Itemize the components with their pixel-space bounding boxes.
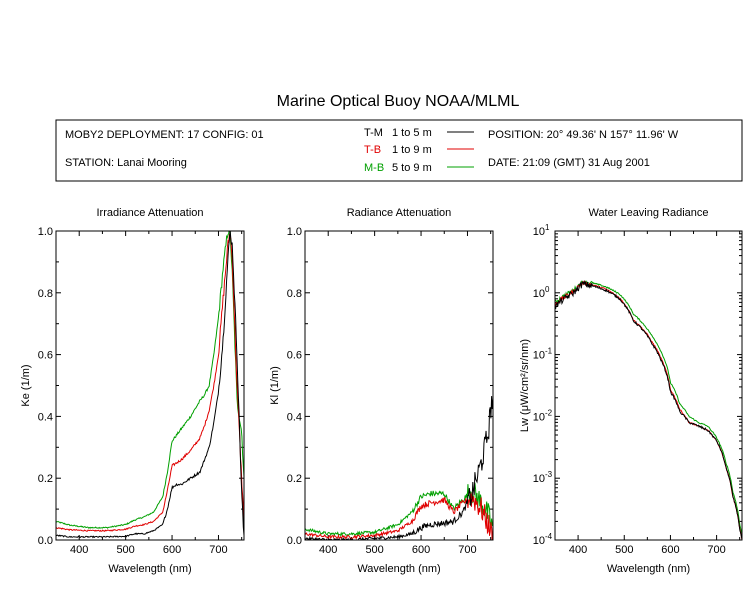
series-line-t-m [555,279,742,540]
y-tick-label: 0.8 [38,288,53,300]
y-tick-label: 1.0 [287,226,302,238]
y-tick-exp: -1 [545,347,553,356]
date-text: DATE: 21:09 (GMT) 31 Aug 2001 [488,157,650,169]
series-line-t-b [555,280,742,540]
chart-title: Irradiance Attenuation [96,207,203,219]
y-tick-label: 1.0 [38,226,53,238]
y-tick-exp: -4 [545,532,553,541]
x-axis-label: Wavelength (nm) [108,563,191,575]
y-tick-label: 0.2 [38,473,53,485]
y-tick-base: 10 [533,473,545,485]
y-tick-label: 0.6 [38,350,53,362]
series-group [305,396,493,540]
series-group [56,231,244,539]
deployment-text: MOBY2 DEPLOYMENT: 17 CONFIG: 01 [65,129,264,141]
chart-title: Radiance Attenuation [347,207,452,219]
x-tick-label: 600 [412,544,430,556]
x-tick-label: 500 [615,544,633,556]
y-axis-label: Kl (1/m) [269,366,281,405]
series-group [555,279,742,540]
legend-entry-tm: T-M 1 to 5 m [364,127,474,139]
position-text: POSITION: 20° 49.36' N 157° 11.96' W [488,129,679,141]
y-tick-base: 10 [533,350,545,362]
series-line-t-m [56,231,244,539]
plot-frame [304,230,494,541]
y-tick-label: 0.2 [287,473,302,485]
x-tick-label: 700 [707,544,725,556]
y-tick-exp: 0 [545,285,550,294]
legend-code: T-M [364,127,383,139]
x-tick-label: 700 [209,544,227,556]
legend-range: 1 to 5 m [392,127,432,139]
legend-code: T-B [364,144,381,156]
y-tick-exp: 1 [545,223,550,232]
info-box: MOBY2 DEPLOYMENT: 17 CONFIG: 01 STATION:… [55,119,743,182]
station-text: STATION: Lanai Mooring [65,157,187,169]
radiance-attenuation-chart: Radiance Attenuation Wavelength (nm) Kl (1… [269,207,494,575]
legend-range: 5 to 9 m [392,162,432,174]
x-tick-label: 500 [116,544,134,556]
x-axis-label: Wavelength (nm) [607,563,690,575]
legend-range: 1 to 9 m [392,144,432,156]
x-tick-label: 500 [365,544,383,556]
series-line-m-b [555,280,742,535]
y-tick-label: 0.4 [287,411,302,423]
plot-frame [55,230,245,541]
x-tick-label: 400 [319,544,337,556]
y-tick-label: 0.0 [287,535,302,547]
x-axis-label: Wavelength (nm) [357,563,440,575]
y-tick-base: 10 [533,288,545,300]
y-tick-label: 10 -2 [533,408,553,423]
y-tick-exp: -2 [545,408,553,417]
y-tick-label: 0.4 [38,411,53,423]
x-tick-label: 600 [163,544,181,556]
y-tick-label: 0.0 [38,535,53,547]
chart-title: Water Leaving Radiance [588,207,708,219]
legend: T-M 1 to 5 m T-B 1 to 9 m M-B 5 to 9 m [364,127,474,174]
legend-entry-mb: M-B 5 to 9 m [364,162,474,174]
y-tick-label: 0.8 [287,288,302,300]
y-tick-base: 10 [533,535,545,547]
series-line-t-b [56,233,244,532]
series-line-m-b [305,482,493,537]
y-tick-label: 10 -1 [533,347,553,362]
y-tick-exp: -3 [545,470,553,479]
y-tick-label: 0.6 [287,350,302,362]
x-tick-label: 400 [569,544,587,556]
y-tick-label: 10 0 [533,285,550,300]
y-tick-label: 10 -3 [533,470,553,485]
series-line-t-m [305,396,493,540]
series-line-m-b [56,231,244,529]
y-axis-label: Lw (μW/cm²/sr/nm) [519,339,531,432]
water-leaving-radiance-chart: Water Leaving Radiance Wavelength (nm) Lw … [519,207,743,575]
legend-entry-tb: T-B 1 to 9 m [364,144,474,156]
figure-title: Marine Optical Buoy NOAA/MLML [277,93,520,110]
y-tick-base: 10 [533,226,545,238]
y-tick-label: 10 1 [533,223,550,238]
series-line-t-b [305,491,493,540]
plot-frame [554,230,743,541]
x-tick-label: 700 [458,544,476,556]
legend-code: M-B [364,162,384,174]
x-tick-label: 400 [70,544,88,556]
y-axis-label: Ke (1/m) [20,364,32,406]
y-tick-label: 10 -4 [533,532,553,547]
irradiance-attenuation-chart: Irradiance Attenuation Wavelength (nm) Ke … [20,207,245,575]
x-tick-label: 600 [661,544,679,556]
y-tick-base: 10 [533,411,545,423]
